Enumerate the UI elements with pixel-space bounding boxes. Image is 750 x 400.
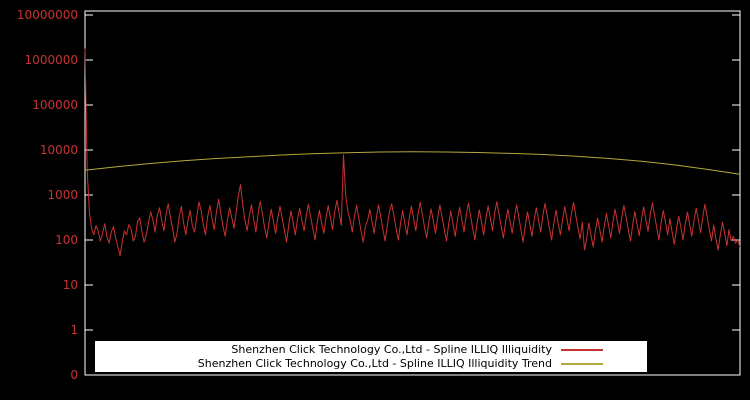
y-tick-label: 0 — [70, 368, 78, 382]
legend-line-sample-trend — [561, 362, 603, 365]
y-tick-label: 100 — [55, 233, 78, 247]
y-tick-label: 100000 — [32, 98, 78, 112]
legend-entry-trend: Shenzhen Click Technology Co.,Ltd - Spli… — [95, 357, 647, 370]
y-tick-label: 1000 — [47, 188, 78, 202]
legend-label-illiq: Shenzhen Click Technology Co.,Ltd - Spli… — [231, 343, 552, 356]
y-tick-label: 10000000 — [17, 8, 78, 22]
legend-label-trend: Shenzhen Click Technology Co.,Ltd - Spli… — [197, 357, 552, 370]
legend: Shenzhen Click Technology Co.,Ltd - Spli… — [95, 341, 647, 372]
y-tick-label: 1 — [70, 323, 78, 337]
y-tick-label: 10 — [63, 278, 78, 292]
y-tick-label: 10000 — [40, 143, 78, 157]
series-illiq — [84, 48, 741, 257]
legend-entry-illiq: Shenzhen Click Technology Co.,Ltd - Spli… — [95, 343, 647, 356]
y-tick-label: 1000000 — [25, 53, 78, 67]
plot-border — [84, 10, 741, 376]
series-trend — [84, 151, 741, 175]
legend-line-sample-illiq — [561, 348, 603, 351]
